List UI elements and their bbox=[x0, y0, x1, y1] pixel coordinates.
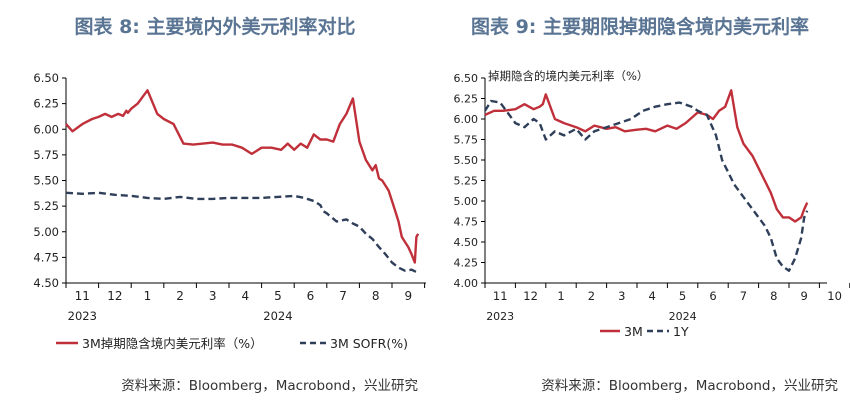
chart-source: 资料来源：Bloomberg，Macrobond，兴业研究 bbox=[121, 378, 418, 394]
y-tick-label: 5.00 bbox=[33, 225, 59, 239]
year-label: 2023 bbox=[486, 310, 514, 323]
x-tick-label: 6 bbox=[307, 289, 315, 303]
x-tick-label: 5 bbox=[274, 289, 282, 303]
x-tick-label: 7 bbox=[339, 289, 347, 303]
x-tick-label: 1 bbox=[557, 289, 564, 303]
x-tick-label: 8 bbox=[770, 289, 777, 303]
y-tick-label: 4.75 bbox=[33, 250, 59, 264]
chart-title: 图表 9: 主要期限掉期隐含境内美元利率 bbox=[470, 16, 810, 38]
x-tick-label: 8 bbox=[372, 289, 380, 303]
series-line-solid bbox=[484, 89, 809, 223]
x-tick-label: 3 bbox=[209, 289, 217, 303]
y-tick-label: 6.25 bbox=[33, 97, 59, 111]
y-tick-label: 5.50 bbox=[454, 154, 479, 167]
chart-panel-9: 图表 9: 主要期限掉期隐含境内美元利率 6.50 6.25 6.00 5.75 5.5… bbox=[430, 0, 850, 404]
y-tick-label: 4.00 bbox=[454, 277, 479, 290]
year-label: 2024 bbox=[669, 310, 697, 323]
x-tick-label: 9 bbox=[404, 289, 412, 303]
x-tick-label: 4 bbox=[649, 289, 656, 303]
x-tick-label: 12 bbox=[523, 289, 538, 303]
y-tick-label: 6.50 bbox=[33, 71, 59, 85]
x-tick-label: 11 bbox=[493, 289, 508, 303]
y-tick-label: 5.25 bbox=[33, 199, 59, 213]
chart-panel-8: 图表 8: 主要境内外美元利率对比 6.50 6.25 6.00 5.75 5.50 5.… bbox=[33, 16, 426, 394]
series-line-dashed bbox=[483, 99, 809, 272]
y-tick-label: 5.75 bbox=[454, 134, 479, 147]
year-label: 2023 bbox=[68, 309, 97, 323]
x-tick-label: 5 bbox=[679, 289, 686, 303]
series-line-solid bbox=[65, 89, 420, 264]
y-tick-label: 5.00 bbox=[454, 195, 479, 208]
x-tick-label: 11 bbox=[75, 289, 90, 303]
chart-source: 资料来源：Bloomberg，Macrobond，兴业研究 bbox=[541, 378, 838, 394]
series-line-dashed bbox=[65, 191, 419, 274]
x-tick-label: 4 bbox=[241, 289, 249, 303]
chart-title: 图表 8: 主要境内外美元利率对比 bbox=[74, 16, 356, 38]
y-tick-label: 6.25 bbox=[454, 93, 479, 106]
x-tick-label: 3 bbox=[618, 289, 625, 303]
y-tick-label: 4.75 bbox=[454, 216, 479, 229]
legend-entry: 3M SOFR(%) bbox=[330, 336, 408, 351]
legend-entry: 3M bbox=[624, 324, 643, 339]
x-tick-label: 2 bbox=[176, 289, 184, 303]
legend-entry: 3M掉期隐含境内美元利率（%） bbox=[82, 336, 263, 351]
x-tick-label: 1 bbox=[144, 289, 152, 303]
y-tick-label: 6.00 bbox=[33, 122, 59, 136]
y-tick-label: 5.75 bbox=[33, 148, 59, 162]
x-tick-label: 6 bbox=[709, 289, 716, 303]
y-tick-label: 4.25 bbox=[454, 257, 479, 270]
x-tick-label: 7 bbox=[740, 289, 747, 303]
y-tick-label: 4.50 bbox=[33, 276, 59, 290]
x-tick-label: 9 bbox=[801, 289, 808, 303]
y-tick-label: 6.00 bbox=[454, 113, 479, 126]
year-label: 2024 bbox=[263, 309, 292, 323]
y-tick-label: 5.50 bbox=[33, 174, 59, 188]
inner-axis-label: 掉期隐含的境内美元利率（%） bbox=[488, 69, 648, 83]
x-tick-label: 2 bbox=[588, 289, 595, 303]
y-tick-label: 4.50 bbox=[454, 236, 479, 249]
x-tick-label: 10 bbox=[827, 289, 842, 303]
chart-9-svg: 6.50 6.25 6.00 5.75 5.50 5.25 5.00 4.75 4.50 4.25… bbox=[454, 69, 850, 339]
y-tick-label: 6.50 bbox=[454, 72, 479, 85]
y-tick-label: 5.25 bbox=[454, 175, 479, 188]
x-tick-label: 12 bbox=[107, 289, 122, 303]
legend-entry: 1Y bbox=[673, 324, 689, 339]
